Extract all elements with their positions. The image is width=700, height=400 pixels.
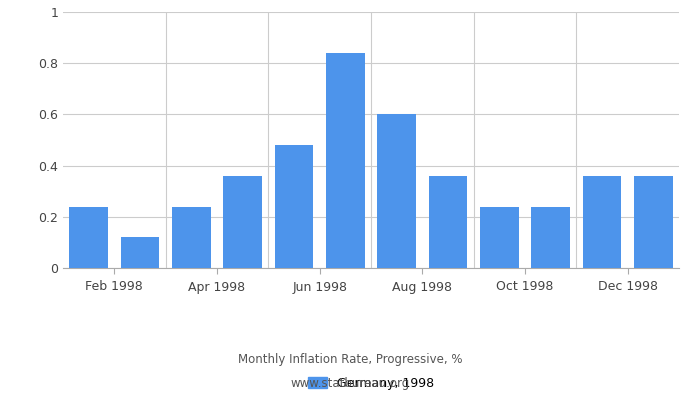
Bar (120, 237, 160, 268)
Bar (274, 145, 314, 268)
Bar (480, 206, 519, 268)
Text: Monthly Inflation Rate, Progressive, %: Monthly Inflation Rate, Progressive, % (238, 354, 462, 366)
Text: www.statbureau.org: www.statbureau.org (290, 378, 410, 390)
Bar (172, 206, 211, 268)
Legend: Germany, 1998: Germany, 1998 (303, 372, 439, 395)
Bar (531, 206, 570, 268)
Bar (428, 176, 467, 268)
Bar (377, 114, 416, 268)
Bar (634, 176, 673, 268)
Bar (326, 53, 365, 268)
Bar (582, 176, 622, 268)
Bar (223, 176, 262, 268)
Bar (69, 206, 108, 268)
